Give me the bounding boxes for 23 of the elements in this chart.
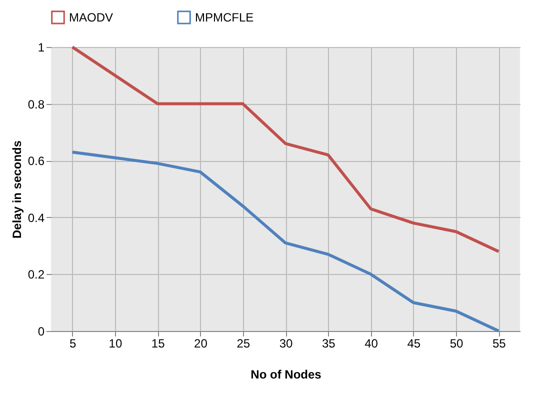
x-tick-label: 40 xyxy=(364,336,378,350)
y-tick-label: 0.4 xyxy=(28,210,45,225)
x-tick-label: 55 xyxy=(492,336,506,350)
x-tick-label: 15 xyxy=(151,336,166,350)
y-tick-label: 0.8 xyxy=(28,97,45,112)
x-tick-label: 30 xyxy=(279,336,293,350)
line-series xyxy=(70,46,500,253)
x-tick-label: 35 xyxy=(322,336,336,350)
legend-label: MPMCFLE xyxy=(195,10,254,24)
x-tick-label: 20 xyxy=(194,336,208,350)
y-tick-label: 1 xyxy=(38,40,45,54)
x-tick-label: 25 xyxy=(236,336,250,350)
x-tick-label: 10 xyxy=(108,336,122,350)
x-tick-label: 50 xyxy=(450,336,464,350)
x-tick-label: 45 xyxy=(407,336,421,350)
x-axis-title: No of Nodes xyxy=(250,368,322,382)
legend-label: MAODV xyxy=(69,10,114,24)
x-tick-label: 5 xyxy=(69,336,76,350)
y-tick-label: 0.2 xyxy=(28,268,45,282)
y-tick-label: 0.6 xyxy=(28,154,45,168)
y-axis-title: Delay in seconds xyxy=(10,140,24,239)
line-series xyxy=(70,150,500,332)
y-tick-label: 0 xyxy=(38,324,45,338)
